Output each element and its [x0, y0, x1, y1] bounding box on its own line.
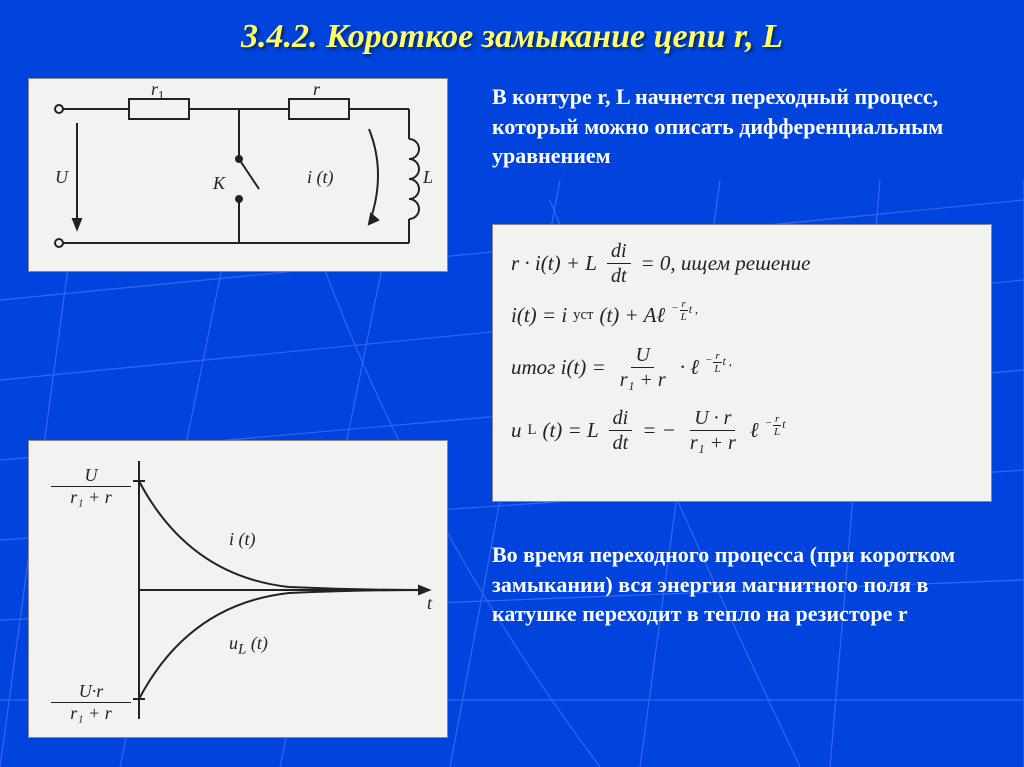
equation-4: uL(t) = L didt = − U · rr₁ + r ℓ−rLt	[511, 406, 973, 455]
graph-label-uLt: uL (t)	[229, 633, 268, 659]
intro-paragraph: В контуре r, L начнется переходный проце…	[492, 82, 992, 171]
label-U: U	[55, 167, 68, 188]
label-r1: r1	[151, 79, 164, 104]
graph-label-it: i (t)	[229, 529, 256, 550]
transient-graph: U r₁ + r U·r r₁ + r i (t) uL (t) t	[28, 440, 448, 738]
label-it: i (t)	[307, 167, 334, 188]
label-L: L	[423, 167, 433, 188]
equation-3: итог i(t) = Ur₁ + r · ℓ−rLt ,	[511, 343, 973, 392]
equation-2: i(t) = iуст(t) + Aℓ−rLt ,	[511, 302, 973, 329]
outro-paragraph: Во время переходного процесса (при корот…	[492, 540, 1002, 629]
graph-label-t: t	[427, 593, 432, 614]
label-r: r	[313, 79, 320, 100]
equation-panel: r · i(t) + L didt = 0, ищем решение i(t)…	[492, 224, 992, 502]
equation-1: r · i(t) + L didt = 0, ищем решение	[511, 239, 973, 288]
circuit-diagram: r1 r U K i (t) L	[28, 78, 448, 272]
label-K: K	[213, 173, 225, 194]
graph-label-top: U r₁ + r	[51, 465, 131, 508]
graph-label-bottom: U·r r₁ + r	[51, 681, 131, 724]
slide-title: 3.4.2. Короткое замыкание цепи r, L	[0, 18, 1024, 56]
